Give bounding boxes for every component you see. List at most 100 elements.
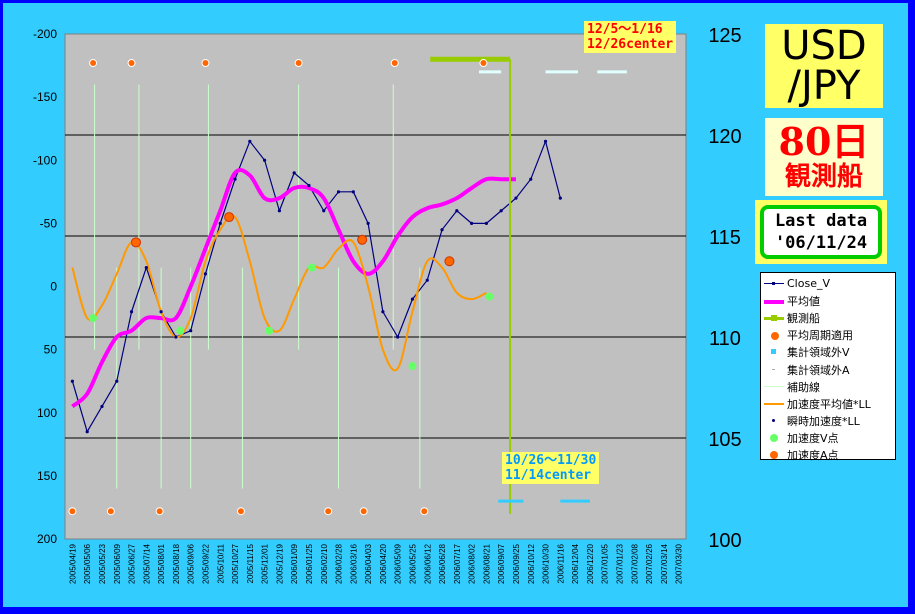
y-left-tick-label: 200 xyxy=(37,532,57,546)
legend-swatch xyxy=(761,345,787,359)
x-tick-label: 2006/08/21 xyxy=(482,543,491,584)
close-point xyxy=(529,177,533,181)
legend-label: 加速度A点 xyxy=(787,449,839,463)
close-point xyxy=(558,196,562,200)
v-point xyxy=(265,326,274,335)
x-tick-label: 2006/02/28 xyxy=(335,543,344,584)
period-marker xyxy=(201,59,210,68)
period-marker xyxy=(420,507,429,516)
x-tick-label: 2007/03/30 xyxy=(675,543,684,584)
x-tick-label: 2006/03/16 xyxy=(349,543,358,584)
last-data-date: '06/11/24 xyxy=(774,233,868,253)
close-point xyxy=(277,209,281,213)
last-data-label: Last data xyxy=(774,211,868,231)
x-tick-label: 2007/02/08 xyxy=(630,543,639,584)
v-point xyxy=(408,362,417,371)
close-point xyxy=(499,209,503,213)
legend-entry: 平均値 xyxy=(761,292,895,309)
v-point xyxy=(307,263,316,272)
series-line xyxy=(71,214,487,372)
close-point xyxy=(203,272,208,276)
y-left-tick-label: -100 xyxy=(33,153,57,167)
y-right-tick-label: 125 xyxy=(708,25,741,47)
pair-title-line2: /JPY xyxy=(787,63,861,109)
y-right-tick-label: 120 xyxy=(708,126,741,148)
x-tick-label: 2006/08/02 xyxy=(468,543,477,584)
period-marker xyxy=(359,507,368,516)
legend-entry: 加速度V点 xyxy=(761,430,895,447)
legend-label: 補助線 xyxy=(787,380,820,394)
close-point xyxy=(307,183,311,188)
x-tick-label: 2006/01/25 xyxy=(305,543,314,584)
x-tick-label: 2005/10/11 xyxy=(216,543,225,583)
x-tick-label: 2005/08/01 xyxy=(157,543,166,584)
x-tick-label: 2007/01/05 xyxy=(601,543,610,584)
top-annotation-line2: 12/26center xyxy=(587,37,674,52)
legend-label: 加速度V点 xyxy=(787,432,839,446)
y-left-tick-label: 0 xyxy=(50,280,57,294)
y-left-tick-label: 50 xyxy=(44,343,58,357)
close-point xyxy=(70,379,74,383)
v-point xyxy=(89,314,98,323)
close-point xyxy=(218,221,222,225)
legend-entry: 集計領域外A xyxy=(761,361,895,378)
x-tick-label: 2006/05/09 xyxy=(394,543,403,584)
close-point xyxy=(381,310,385,314)
legend-label: 平均周期適用 xyxy=(787,329,853,343)
close-point xyxy=(85,430,89,434)
close-point xyxy=(514,196,518,200)
x-tick-label: 2005/05/06 xyxy=(83,543,92,584)
legend-swatch xyxy=(761,380,787,394)
x-tick-label: 2006/01/09 xyxy=(290,543,299,584)
x-tick-label: 2005/12/19 xyxy=(275,543,284,584)
x-tick-label: 2006/02/10 xyxy=(320,543,329,584)
legend-swatch xyxy=(761,277,787,291)
x-tick-label: 2005/05/23 xyxy=(98,543,107,584)
y-right-tick-label: 105 xyxy=(708,429,741,451)
close-point xyxy=(543,139,548,143)
close-point xyxy=(292,171,296,175)
x-tick-label: 2006/11/16 xyxy=(556,543,565,583)
legend-label: 瞬時加速度*LL xyxy=(787,415,860,429)
x-tick-label: 2005/09/06 xyxy=(187,543,196,584)
x-tick-label: 2005/04/19 xyxy=(68,543,77,584)
last-data-inner: Last data '06/11/24 xyxy=(760,205,882,259)
close-point xyxy=(100,404,104,409)
close-point xyxy=(144,265,148,270)
period-marker xyxy=(155,507,164,516)
subtitle-line1: 80日 xyxy=(778,119,870,164)
x-tick-label: 2006/10/12 xyxy=(527,543,536,584)
x-tick-label: 2006/05/25 xyxy=(408,543,417,584)
x-tick-label: 2007/02/26 xyxy=(645,543,654,584)
top-period-annotation: 12/5～1/16 12/26center xyxy=(584,21,677,53)
y-left-tick-label: -200 xyxy=(33,27,57,41)
a-point xyxy=(224,212,235,223)
y-right-tick-label: 110 xyxy=(709,328,741,350)
legend-label: Close_V xyxy=(787,277,830,291)
x-tick-label: 2006/12/04 xyxy=(571,543,580,584)
top-annotation-line1: 12/5～1/16 xyxy=(587,22,663,37)
period-marker xyxy=(106,507,115,516)
x-tick-label: 2006/06/12 xyxy=(423,543,432,584)
y-right-tick-label: 115 xyxy=(709,227,741,249)
y-left-tick-label: -50 xyxy=(40,216,58,230)
pair-title-box: USD /JPY xyxy=(765,24,883,108)
legend-entry: 平均周期適用 xyxy=(761,327,895,344)
close-point xyxy=(440,228,444,232)
series-line xyxy=(71,167,516,409)
y-left-tick-label: -150 xyxy=(33,90,57,104)
close-point xyxy=(396,335,400,339)
close-point xyxy=(189,329,193,333)
x-tick-label: 2006/10/30 xyxy=(542,543,551,584)
v-point xyxy=(485,292,494,301)
bottom-period-annotation: 10/26～11/30 11/14center xyxy=(502,452,600,484)
y-right-tick-label: 100 xyxy=(708,530,741,552)
legend-entry: Close_V xyxy=(761,275,895,292)
legend-swatch xyxy=(761,363,787,377)
pair-title-line1: USD xyxy=(781,23,867,69)
period-marker xyxy=(479,59,488,68)
legend-swatch xyxy=(761,294,787,308)
x-tick-label: 2006/04/20 xyxy=(379,543,388,584)
x-tick-label: 2007/03/14 xyxy=(660,543,669,584)
close-point xyxy=(351,190,355,194)
